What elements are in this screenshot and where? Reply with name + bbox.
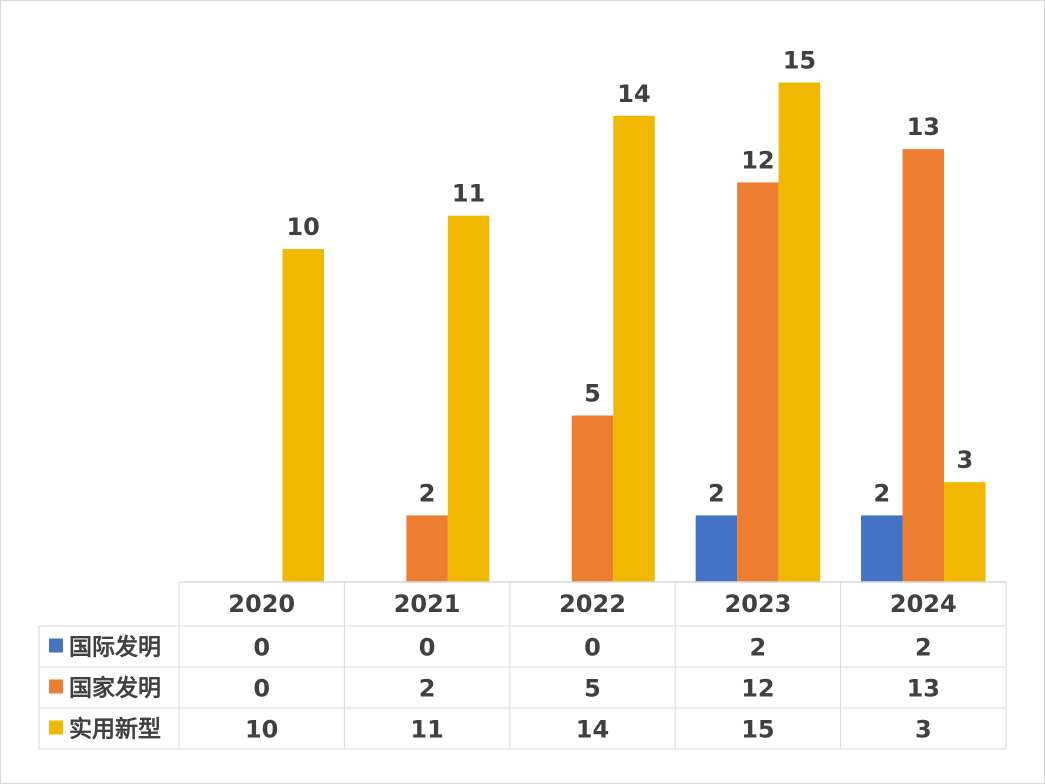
bar-国家发明-2024 — [902, 149, 945, 582]
bar-国家发明-2021 — [406, 515, 448, 582]
table-cell-value: 0 — [584, 634, 601, 662]
bar-实用新型-2024 — [944, 482, 986, 582]
bar-value-label: 15 — [783, 47, 816, 75]
table-cell-value: 0 — [253, 675, 270, 703]
legend-label: 实用新型 — [69, 716, 161, 743]
bar-实用新型-2021 — [447, 215, 490, 582]
table-cell-value: 2 — [915, 634, 932, 662]
table-cell-value: 0 — [253, 634, 270, 662]
table-cell-value: 3 — [915, 716, 932, 744]
bar-国家发明-2023 — [737, 182, 779, 582]
bar-value-label: 5 — [584, 380, 601, 408]
bar-value-label: 13 — [907, 113, 940, 141]
bars-layer — [282, 82, 986, 583]
table-cell-value: 2 — [750, 634, 767, 662]
bar-实用新型-2023 — [778, 82, 821, 582]
category-label: 2022 — [559, 590, 626, 618]
bar-实用新型-2022 — [613, 115, 655, 583]
table-cell-value: 15 — [741, 716, 774, 744]
bar-value-label: 12 — [741, 146, 774, 174]
bar-value-label: 11 — [452, 180, 485, 208]
bar-labels-layer: 10 2 11 5 14 2 12 15 2 13 3 — [286, 47, 973, 508]
category-label: 2023 — [725, 590, 792, 618]
legend-key — [49, 720, 63, 735]
category-label: 2021 — [394, 590, 461, 618]
bar-value-label: 2 — [873, 479, 890, 507]
bar-国际发明-2023 — [695, 515, 738, 582]
table-cell-value: 2 — [419, 675, 436, 703]
bar-实用新型-2020 — [282, 249, 324, 582]
table-cell-value: 13 — [907, 675, 940, 703]
category-label: 2020 — [228, 590, 295, 618]
bar-value-label: 3 — [956, 446, 973, 474]
table-cell-value: 14 — [576, 716, 609, 744]
table-cell-value: 12 — [741, 675, 774, 703]
bar-value-label: 2 — [419, 479, 436, 507]
category-label: 2024 — [890, 590, 957, 618]
data-table: 2020 2021 2022 2023 2024 国际发明 0 0 0 2 2 国家发明 0 2 5 12 13… — [38, 581, 1007, 750]
legend-label: 国家发明 — [69, 675, 161, 702]
table-cell-value: 5 — [584, 675, 601, 703]
bar-国家发明-2022 — [571, 415, 614, 582]
bar-value-label: 10 — [286, 213, 319, 241]
table-cell-value: 10 — [245, 716, 278, 744]
table-cell-value: 11 — [410, 716, 443, 744]
legend-key — [49, 679, 63, 694]
table-cell-value: 0 — [419, 634, 436, 662]
bar-国际发明-2024 — [861, 515, 903, 582]
legend-key — [49, 638, 63, 653]
legend-label: 国际发明 — [69, 634, 161, 661]
bar-value-label: 2 — [708, 479, 725, 507]
bar-value-label: 14 — [617, 80, 650, 108]
